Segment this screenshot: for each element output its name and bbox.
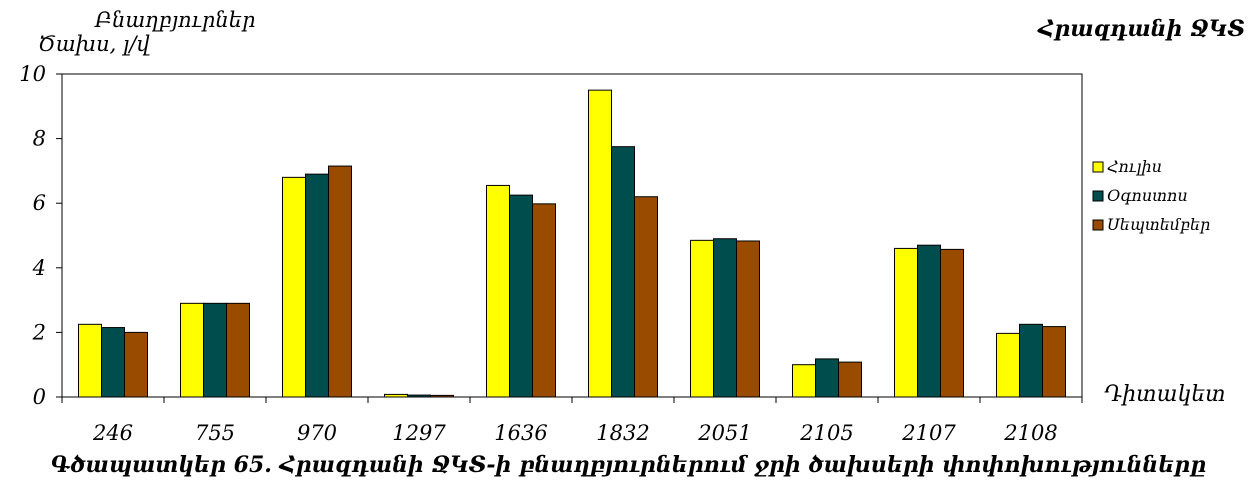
bar [101, 327, 125, 398]
bar [713, 238, 737, 398]
x-tick-label: 246 [92, 421, 133, 445]
legend-swatch [1092, 219, 1104, 231]
y-axis-label-line2: Ծախս, լ/վ [38, 32, 150, 56]
bar [838, 361, 862, 398]
bar [736, 240, 760, 398]
bar [180, 302, 204, 398]
bar [996, 332, 1020, 398]
y-tick-label: 10 [19, 62, 46, 86]
bar [894, 247, 918, 398]
bar [588, 89, 612, 398]
x-tick-label: 970 [297, 421, 337, 445]
x-tick-label: 1832 [596, 421, 649, 445]
bar [203, 302, 227, 398]
legend-label: Օգոստոս [1107, 186, 1188, 205]
bar [282, 176, 306, 398]
bar [634, 196, 658, 398]
legend-label: Հուլիս [1107, 157, 1162, 176]
bar [384, 393, 408, 398]
bar [430, 394, 454, 398]
chart-title: Հրազդանի ՋԿՏ [1038, 16, 1245, 42]
bar [305, 173, 329, 398]
figure-caption: Գծապատկեր 65. Հրազդանի ՋԿՏ-ի բնաղբյուրնե… [50, 452, 1207, 478]
x-tick-label: 1297 [392, 421, 446, 445]
bar [940, 248, 964, 398]
legend-label: Սեպտեմբեր [1107, 215, 1210, 234]
y-tick-label: 2 [32, 320, 46, 344]
bar [1042, 326, 1066, 398]
bar [690, 239, 714, 398]
x-tick-label: 755 [195, 421, 235, 445]
y-tick-label: 6 [33, 191, 46, 215]
x-axis-label: Դիտակետ [1104, 382, 1226, 407]
bar [226, 302, 250, 398]
x-tick-label: 2051 [697, 421, 751, 445]
bar [815, 358, 839, 398]
bar [1019, 323, 1043, 398]
x-tick-label: 1636 [494, 421, 547, 445]
y-tick-label: 0 [33, 385, 46, 409]
legend-swatch [1092, 161, 1104, 173]
bar [407, 394, 431, 398]
bar [917, 244, 941, 398]
bar [509, 194, 533, 398]
bar [124, 331, 148, 398]
legend-swatch [1092, 190, 1104, 202]
x-tick-label: 2105 [799, 421, 853, 445]
bar [611, 146, 635, 398]
y-tick-label: 4 [32, 256, 46, 280]
x-tick-label: 2108 [1003, 421, 1057, 445]
bar [78, 323, 102, 398]
bar [792, 364, 816, 398]
bar [328, 165, 352, 398]
x-tick-label: 2107 [901, 421, 956, 445]
bar [486, 184, 510, 398]
y-tick-label: 8 [33, 127, 46, 151]
bar [532, 203, 556, 398]
y-axis-label-line1: Բնաղբյուրներ [95, 8, 256, 32]
